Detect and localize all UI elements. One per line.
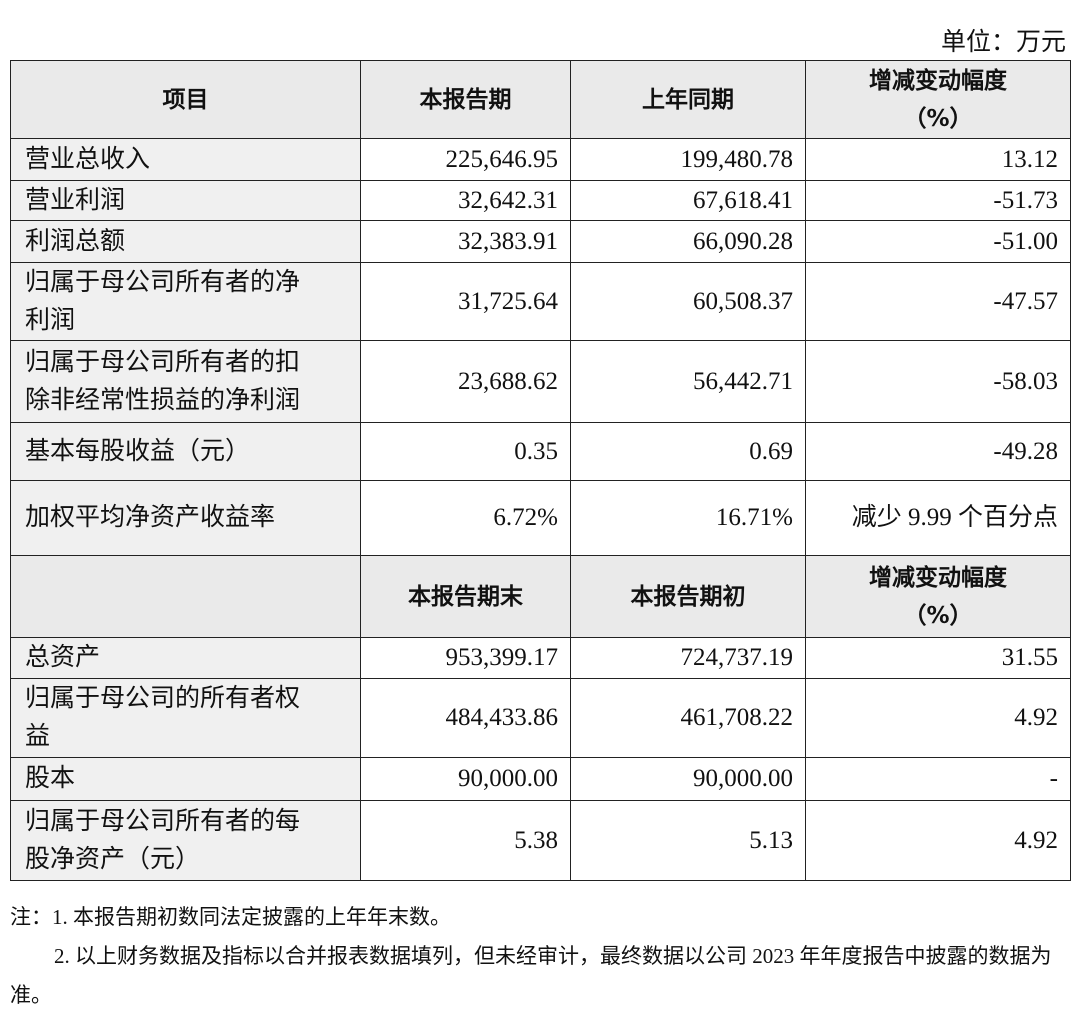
header-cell: 本报告期初: [570, 555, 806, 638]
cell: 953,399.17: [360, 637, 571, 679]
cell: 13.12: [805, 138, 1071, 181]
cell: 32,642.31: [360, 180, 571, 221]
data-row: 归属于母公司所有者的净利润 31,725.64 60,508.37 -47.57: [10, 262, 1071, 341]
note: 2. 以上财务数据及指标以合并报表数据填列，但未经审计，最终数据以公司 2023…: [10, 944, 1052, 1007]
data-row: 基本每股收益（元） 0.35 0.69 -49.28: [10, 422, 1071, 481]
cell: -51.00: [805, 220, 1071, 263]
cell: 6.72%: [360, 480, 571, 556]
cell: 484,433.86: [360, 678, 571, 758]
row-label: 归属于母公司的所有者权益: [10, 678, 361, 758]
data-row: 归属于母公司的所有者权益 484,433.86 461,708.22 4.92: [10, 678, 1071, 758]
cell: 31.55: [805, 637, 1071, 679]
note: 注：1. 本报告期初数同法定披露的上年年末数。: [10, 905, 451, 929]
data-row: 股本 90,000.00 90,000.00-: [10, 757, 1071, 801]
header-text: 增减变动幅度（%）: [869, 564, 1007, 629]
data-row: 总资产 953,399.17 724,737.19 31.55: [10, 637, 1071, 679]
header-cell: 本报告期: [360, 60, 571, 139]
cell: 16.71%: [570, 480, 806, 556]
cell: -58.03: [805, 340, 1071, 423]
cell: 0.35: [360, 422, 571, 481]
cell: -49.28: [805, 422, 1071, 481]
cell: 4.92: [805, 678, 1071, 758]
cell: 4.92: [805, 800, 1071, 881]
row-label: 基本每股收益（元）: [10, 422, 361, 481]
cell: 减少 9.99 个百分点: [805, 480, 1071, 556]
financial-table: 项目 本报告期 上年同期 增减变动幅度（%） 营业总收入 225,646.95 199,48…: [10, 60, 1071, 881]
cell: 23,688.62: [360, 340, 571, 423]
cell: 60,508.37: [570, 262, 806, 341]
header-cell: 增减变动幅度（%）: [805, 555, 1071, 638]
data-row: 加权平均净资产收益率 6.72% 16.71% 减少 9.99 个百分点: [10, 480, 1071, 556]
header-row: 项目 本报告期 上年同期 增减变动幅度（%）: [10, 60, 1071, 139]
cell: 5.38: [360, 800, 571, 881]
row-label: 加权平均净资产收益率: [10, 480, 361, 556]
cell: 90,000.00: [570, 757, 806, 801]
cell: -51.73: [805, 180, 1071, 221]
data-row: 归属于母公司所有者的扣除非经常性损益的净利润 23,688.62 56,442.71…: [10, 340, 1071, 423]
cell: 31,725.64: [360, 262, 571, 341]
cell: 32,383.91: [360, 220, 571, 263]
cell: 67,618.41: [570, 180, 806, 221]
header-cell: 增减变动幅度（%）: [805, 60, 1071, 139]
header-cell: 上年同期: [570, 60, 806, 139]
cell: 56,442.71: [570, 340, 806, 423]
row-label: 营业总收入: [10, 138, 361, 181]
cell: 90,000.00: [360, 757, 571, 801]
cell: 66,090.28: [570, 220, 806, 263]
data-row: 归属于母公司所有者的每股净资产（元） 5.38 5.13 4.92: [10, 800, 1071, 881]
cell: 461,708.22: [570, 678, 806, 758]
cell: -: [805, 757, 1071, 801]
row-label: 总资产: [10, 637, 361, 679]
row-label: 归属于母公司所有者的扣除非经常性损益的净利润: [10, 340, 361, 423]
cell: 5.13: [570, 800, 806, 881]
header-text: 上年同期: [642, 86, 734, 113]
unit-label: 单位：万元: [940, 29, 1066, 56]
data-row: 营业利润 32,642.31 67,618.41 -51.73: [10, 180, 1071, 221]
row-label: 股本: [10, 757, 361, 801]
header-cell: [10, 555, 361, 638]
cell: 0.69: [570, 422, 806, 481]
data-row: 营业总收入 225,646.95 199,480.78 13.12: [10, 138, 1071, 181]
header-text: 本报告期末: [408, 583, 523, 610]
header-row: 本报告期末 本报告期初 增减变动幅度（%）: [10, 555, 1071, 638]
notes: 注：1. 本报告期初数同法定披露的上年年末数。 2. 以上财务数据及指标以合并报…: [10, 898, 1060, 1015]
cell: 225,646.95: [360, 138, 571, 181]
cell: 724,737.19: [570, 637, 806, 679]
header-text: 增减变动幅度（%）: [869, 67, 1007, 132]
header-text: 本报告期初: [630, 583, 746, 610]
data-row: 利润总额 32,383.91 66,090.28 -51.00: [10, 220, 1071, 263]
row-label: 归属于母公司所有者的净利润: [10, 262, 361, 341]
cell: -47.57: [805, 262, 1071, 341]
header-text: 项目: [162, 86, 209, 113]
header-cell: 本报告期末: [360, 555, 571, 638]
header-cell: 项目: [10, 60, 361, 139]
header-text: 本报告期: [419, 86, 512, 113]
row-label: 归属于母公司所有者的每股净资产（元）: [10, 800, 361, 881]
row-label: 利润总额: [10, 220, 361, 263]
cell: 199,480.78: [570, 138, 806, 181]
row-label: 营业利润: [10, 180, 361, 221]
